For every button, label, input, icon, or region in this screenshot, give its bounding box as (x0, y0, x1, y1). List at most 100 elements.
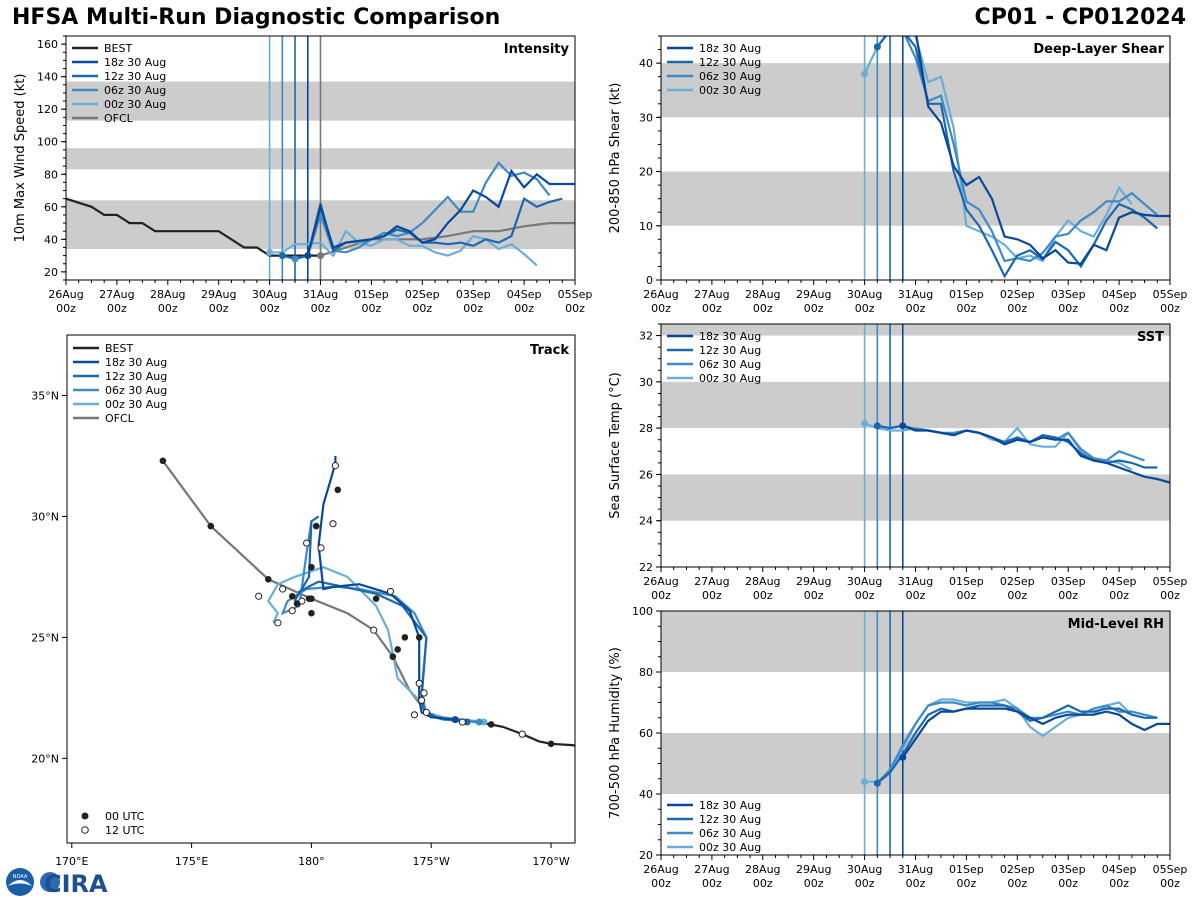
track-12utc-marker (303, 539, 311, 547)
rh-xtick-hour: 00z (651, 877, 671, 890)
intensity-ylabel: 10m Max Wind Speed (kt) (13, 74, 28, 243)
intensity-series-line (294, 161, 551, 260)
track-00utc-marker (207, 522, 215, 530)
track-12utc-marker (317, 544, 325, 552)
sst-xtick-date: 30Aug (847, 575, 882, 588)
sst-xtick-date: 27Aug (694, 575, 729, 588)
shear-xtick-date: 01Sep (949, 288, 984, 301)
track-12utc-marker (418, 696, 426, 704)
track-00utc-marker (312, 522, 320, 530)
intensity-xtick-date: 28Aug (150, 288, 185, 301)
shear-xtick-hour: 00z (957, 302, 977, 315)
track-12utc-marker (458, 718, 466, 726)
intensity-xtick-date: 05Sep (558, 288, 593, 301)
shear-xtick-hour: 00z (1160, 302, 1180, 315)
track-00utc-marker (264, 576, 272, 583)
sst-series-line (864, 422, 1133, 471)
rh-xtick-hour: 00z (702, 877, 722, 890)
shear-series-start-point (861, 70, 869, 78)
track-00utc-marker (394, 646, 401, 653)
track-series-start-point (480, 718, 488, 726)
track-series-start-point (451, 716, 459, 724)
intensity-xtick-hour: 00z (565, 302, 585, 315)
shear-ytick-label: 40 (639, 57, 653, 70)
sst-xtick-date: 04Sep (1102, 575, 1137, 588)
sst-xtick-hour: 00z (702, 589, 722, 602)
intensity-ytick-label: 20 (44, 266, 58, 279)
track-ytick-label: 25°N (31, 631, 59, 644)
sst-xtick-date: 28Aug (745, 575, 780, 588)
rh-xtick-hour: 00z (1007, 877, 1027, 890)
shear-xtick-hour: 00z (804, 302, 824, 315)
shear-threshold-band (661, 171, 1170, 226)
shear-xtick-date: 30Aug (847, 288, 882, 301)
noaa-logo-text: NOAA (13, 874, 28, 880)
sst-ytick-label: 22 (639, 561, 653, 574)
rh-xtick-hour: 00z (1109, 877, 1129, 890)
shear-xtick-date: 02Sep (1000, 288, 1035, 301)
agency-logos: NOAA CIRA (6, 868, 108, 898)
intensity-xtick-date: 27Aug (99, 288, 134, 301)
shear-series-start-point (873, 43, 881, 51)
intensity-xtick-hour: 00z (158, 302, 178, 315)
sst-ytick-label: 24 (639, 515, 653, 528)
track-00utc-marker (372, 595, 380, 602)
rh-xtick-date: 29Aug (796, 863, 831, 876)
intensity-ytick-label: 160 (37, 38, 58, 51)
track-ytick-label: 20°N (31, 752, 59, 765)
rh-xtick-date: 27Aug (694, 863, 729, 876)
track-ofcl-line (161, 460, 428, 714)
cira-logo-text: CIRA (44, 870, 108, 898)
shear-xtick-hour: 00z (1058, 302, 1078, 315)
track-plot-area (159, 456, 575, 748)
rh-xtick-hour: 00z (855, 877, 875, 890)
shear-xtick-date: 05Sep (1153, 288, 1188, 301)
intensity-ytick-label: 100 (37, 136, 58, 149)
track-xtick-label: 175°W (413, 855, 450, 868)
shear-series-start-point (899, 27, 906, 34)
rh-threshold-band (661, 733, 1170, 794)
rh-xtick-date: 02Sep (1000, 863, 1035, 876)
rh-xtick-date: 05Sep (1153, 863, 1188, 876)
logo-area: NOAA CIRA (4, 866, 116, 898)
track-series-line (293, 515, 468, 724)
track-12utc-marker (422, 708, 431, 716)
intensity-series-start-point (304, 252, 312, 260)
shear-xtick-date: 03Sep (1051, 288, 1086, 301)
intensity-legend-label: OFCL (104, 112, 134, 125)
shear-xtick-hour: 00z (1007, 302, 1027, 315)
track-12utc-marker (329, 520, 337, 528)
shear-xtick-date: 28Aug (745, 288, 780, 301)
shear-threshold-band (661, 63, 1170, 118)
intensity-xtick-hour: 00z (311, 302, 331, 315)
shear-ytick-label: 0 (646, 274, 653, 287)
rh-legend-label: 00z 30 Aug (699, 841, 761, 854)
track-12utc-marker (410, 711, 419, 719)
sst-xtick-hour: 00z (1007, 589, 1027, 602)
track-00utc-marker (159, 457, 167, 465)
intensity-xtick-date: 29Aug (201, 288, 236, 301)
sst-xtick-hour: 00z (957, 589, 977, 602)
sst-series-start-point (861, 420, 869, 428)
track-series-line (317, 456, 456, 721)
sst-xtick-hour: 00z (651, 589, 671, 602)
track-12utc-marker (518, 730, 526, 738)
rh-legend-label: 18z 30 Aug (699, 799, 761, 812)
track-12utc-marker (274, 619, 282, 627)
intensity-series-line (269, 229, 538, 267)
sst-legend-label: 00z 30 Aug (699, 372, 761, 385)
track-ytick-label: 35°N (31, 389, 59, 402)
sst-series-start-point (899, 422, 907, 430)
noaa-bird-icon (8, 880, 32, 886)
sst-ylabel: Sea Surface Temp (°C) (608, 372, 623, 519)
rh-xtick-date: 26Aug (643, 863, 678, 876)
sst-xtick-hour: 00z (855, 589, 875, 602)
rh-ytick-label: 80 (639, 666, 653, 679)
intensity-legend-label: 18z 30 Aug (104, 56, 166, 69)
sst-xtick-date: 26Aug (643, 575, 678, 588)
track-12utc-marker (255, 592, 263, 600)
intensity-ytick-label: 40 (44, 233, 58, 246)
intensity-xtick-hour: 00z (514, 302, 534, 315)
cira-globe-icon (40, 872, 60, 892)
